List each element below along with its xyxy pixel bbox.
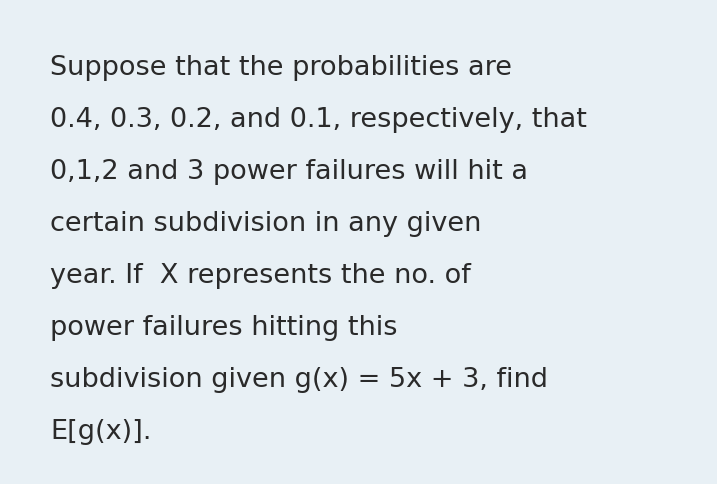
Text: E[g(x)].: E[g(x)].	[50, 418, 151, 444]
Text: subdivision given g(x) = 5x + 3, find: subdivision given g(x) = 5x + 3, find	[50, 366, 548, 392]
Text: Suppose that the probabilities are: Suppose that the probabilities are	[50, 55, 512, 81]
Text: 0.4, 0.3, 0.2, and 0.1, respectively, that: 0.4, 0.3, 0.2, and 0.1, respectively, th…	[50, 107, 587, 133]
Text: certain subdivision in any given: certain subdivision in any given	[50, 211, 481, 237]
Text: year. If  X represents the no. of: year. If X represents the no. of	[50, 262, 471, 288]
Text: 0,1,2 and 3 power failures will hit a: 0,1,2 and 3 power failures will hit a	[50, 159, 528, 184]
Text: power failures hitting this: power failures hitting this	[50, 314, 397, 340]
